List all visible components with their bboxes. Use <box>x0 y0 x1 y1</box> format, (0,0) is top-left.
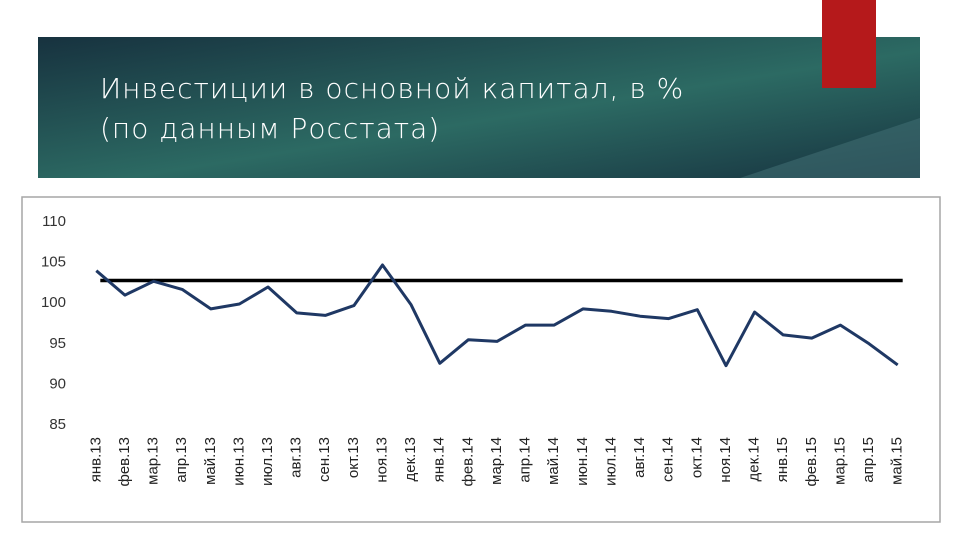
x-tick-label: апр.15 <box>860 437 877 483</box>
chart-frame <box>21 196 941 523</box>
x-tick-label: мар.13 <box>145 437 162 485</box>
x-tick-label: окт.13 <box>345 437 362 478</box>
y-tick-label: 85 <box>49 416 66 433</box>
x-tick-label: май.13 <box>202 437 219 485</box>
x-tick-label: апр.13 <box>173 437 190 483</box>
title-banner <box>38 37 920 178</box>
x-tick-label: ноя.14 <box>717 437 734 483</box>
x-tick-label: сен.14 <box>660 437 677 482</box>
x-tick-label: апр.14 <box>517 437 534 483</box>
x-tick-label: июн.13 <box>230 437 247 486</box>
x-tick-label: мар.14 <box>488 437 505 485</box>
x-tick-label: янв.15 <box>774 437 791 482</box>
x-tick-label: окт.14 <box>688 437 705 478</box>
banner-accent <box>740 118 920 178</box>
y-tick-label: 95 <box>49 335 66 352</box>
x-tick-label: авг.14 <box>631 437 648 478</box>
x-tick-label: дек.14 <box>746 437 763 482</box>
x-tick-label: июн.14 <box>574 437 591 486</box>
x-tick-label: фев.13 <box>116 437 133 487</box>
x-tick-label: авг.13 <box>288 437 305 478</box>
y-tick-label: 105 <box>41 254 66 271</box>
y-tick-label: 110 <box>42 213 66 230</box>
x-tick-label: ноя.13 <box>373 437 390 483</box>
x-tick-label: июл.14 <box>602 437 619 486</box>
chart-subtitle: (по данным Росстата) <box>100 112 440 145</box>
y-tick-label: 90 <box>49 375 66 392</box>
x-tick-label: янв.13 <box>87 437 104 482</box>
y-tick-label: 100 <box>41 294 66 311</box>
x-tick-label: май.14 <box>545 437 562 485</box>
data-line <box>95 263 899 368</box>
red-accent <box>822 0 876 88</box>
x-tick-label: янв.14 <box>431 437 448 482</box>
x-tick-label: дек.13 <box>402 437 419 482</box>
x-tick-label: сен.13 <box>316 437 333 482</box>
x-tick-label: мар.15 <box>831 437 848 485</box>
x-tick-label: фев.15 <box>803 437 820 487</box>
chart-title: Инвестиции в основной капитал, в % <box>100 72 684 105</box>
x-tick-label: май.15 <box>889 437 906 485</box>
x-tick-label: июл.13 <box>259 437 276 486</box>
x-tick-label: фев.14 <box>459 437 476 487</box>
